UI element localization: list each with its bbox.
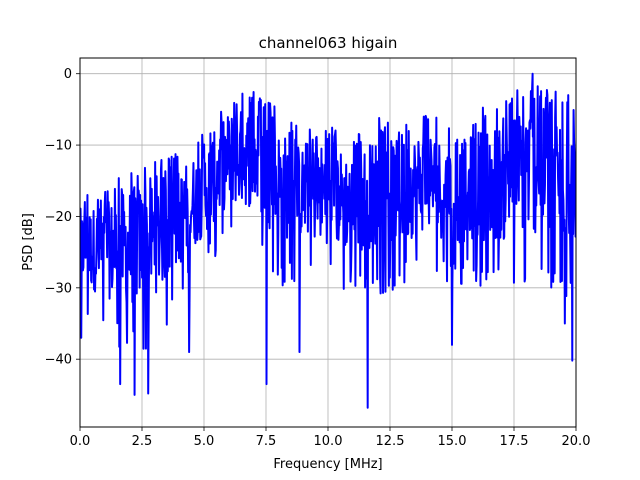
y-tick-label: −20 [45,210,72,225]
x-tick-label: 0.0 [70,434,91,449]
x-tick-label: 20.0 [562,434,591,449]
x-tick-label: 17.5 [500,434,529,449]
x-tick-label: 15.0 [438,434,467,449]
ticks: 0.0 2.5 5.0 7.5 10.0 12.5 15.0 17.5 20.0 −40 −30 −2… [45,67,591,449]
x-tick-label: 5.0 [194,434,215,449]
chart-title: channel063 higain [259,34,398,52]
x-tick-label: 2.5 [132,434,153,449]
y-axis-label: PSD [dB] [21,213,36,271]
series-layer [80,72,576,409]
x-axis-label: Frequency [MHz] [273,457,382,472]
y-tick-label: −40 [45,353,72,368]
x-tick-label: 12.5 [376,434,405,449]
y-tick-label: −30 [45,281,72,296]
x-tick-label: 10.0 [314,434,343,449]
x-tick-label: 7.5 [256,434,277,449]
psd-series-line [80,72,576,409]
y-tick-label: −10 [45,139,72,154]
y-tick-label: 0 [64,67,72,82]
